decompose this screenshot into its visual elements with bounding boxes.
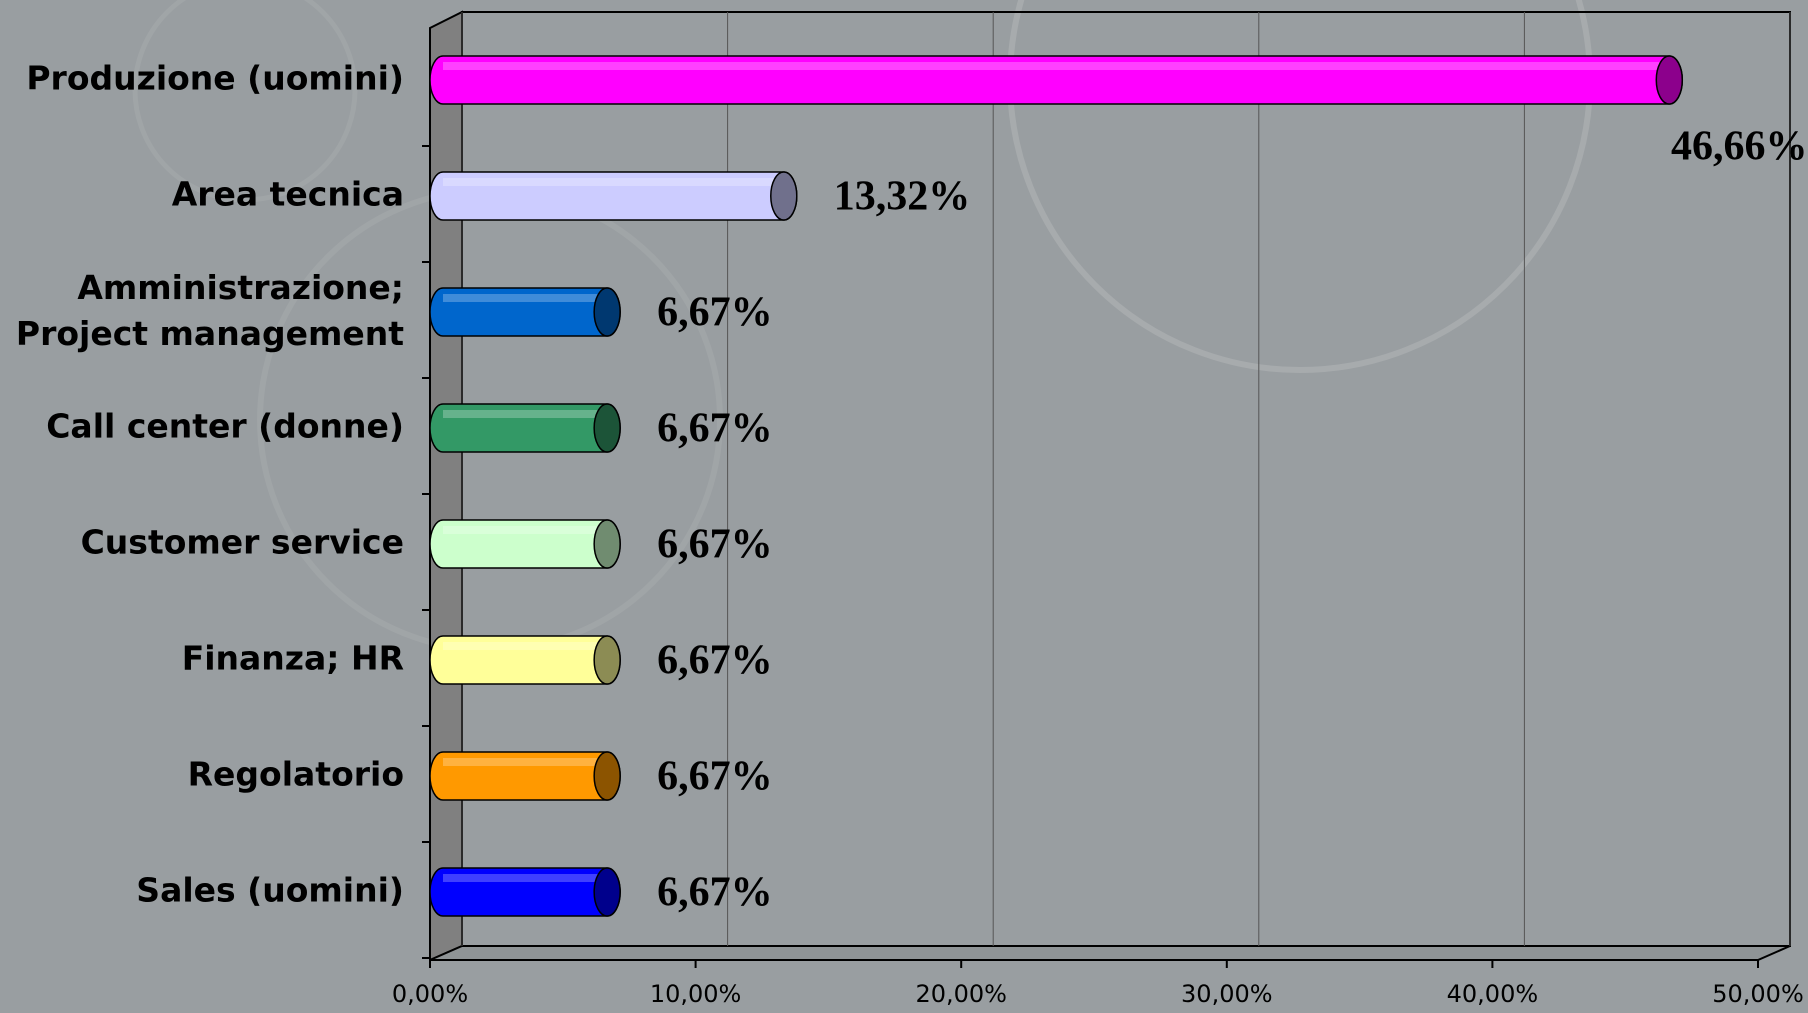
- bar-highlight: [443, 758, 608, 766]
- bar-highlight: [443, 874, 608, 882]
- bar-cap: [593, 519, 621, 569]
- value-label: 6,67%: [657, 638, 773, 684]
- bar-cap: [1655, 55, 1684, 105]
- bar-cap: [770, 171, 798, 221]
- y-tick-label: Customer service: [81, 523, 404, 562]
- y-tick-label: Call center (donne): [46, 407, 404, 446]
- value-label: 46,66%: [1671, 124, 1808, 170]
- bar-cap: [593, 403, 621, 453]
- bar-cap: [593, 287, 621, 337]
- x-tick-label: 50,00%: [1712, 980, 1804, 1008]
- bar-highlight: [443, 62, 1670, 70]
- y-tick-label: Amministrazione; Project management: [16, 268, 404, 353]
- x-tick-label: 40,00%: [1447, 980, 1539, 1008]
- x-tick-label: 10,00%: [650, 980, 742, 1008]
- x-tick-label: 0,00%: [392, 980, 468, 1008]
- bar-highlight: [443, 294, 608, 302]
- floor: [429, 945, 1791, 961]
- x-tick-label: 30,00%: [1181, 980, 1273, 1008]
- bar-highlight: [443, 178, 784, 186]
- bar-highlight: [443, 526, 608, 534]
- bar-highlight: [443, 410, 608, 418]
- y-tick-label: Regolatorio: [188, 755, 404, 794]
- decor-sphere: [132, 0, 358, 203]
- bar-cap: [593, 751, 621, 801]
- value-label: 6,67%: [657, 522, 773, 568]
- value-label: 6,67%: [657, 406, 773, 452]
- bar-highlight: [443, 642, 608, 650]
- value-label: 13,32%: [834, 174, 971, 220]
- value-label: 6,67%: [657, 870, 773, 916]
- y-tick-label: Produzione (uomini): [26, 59, 404, 98]
- value-label: 6,67%: [657, 754, 773, 800]
- value-label: 6,67%: [657, 290, 773, 336]
- bar-cap: [593, 635, 621, 685]
- y-tick-label: Finanza; HR: [182, 639, 404, 678]
- bar-cap: [593, 867, 621, 917]
- y-tick-label: Sales (uomini): [136, 871, 404, 910]
- y-tick-label: Area tecnica: [172, 175, 404, 214]
- x-tick-label: 20,00%: [915, 980, 1007, 1008]
- side-wall: [429, 10, 463, 962]
